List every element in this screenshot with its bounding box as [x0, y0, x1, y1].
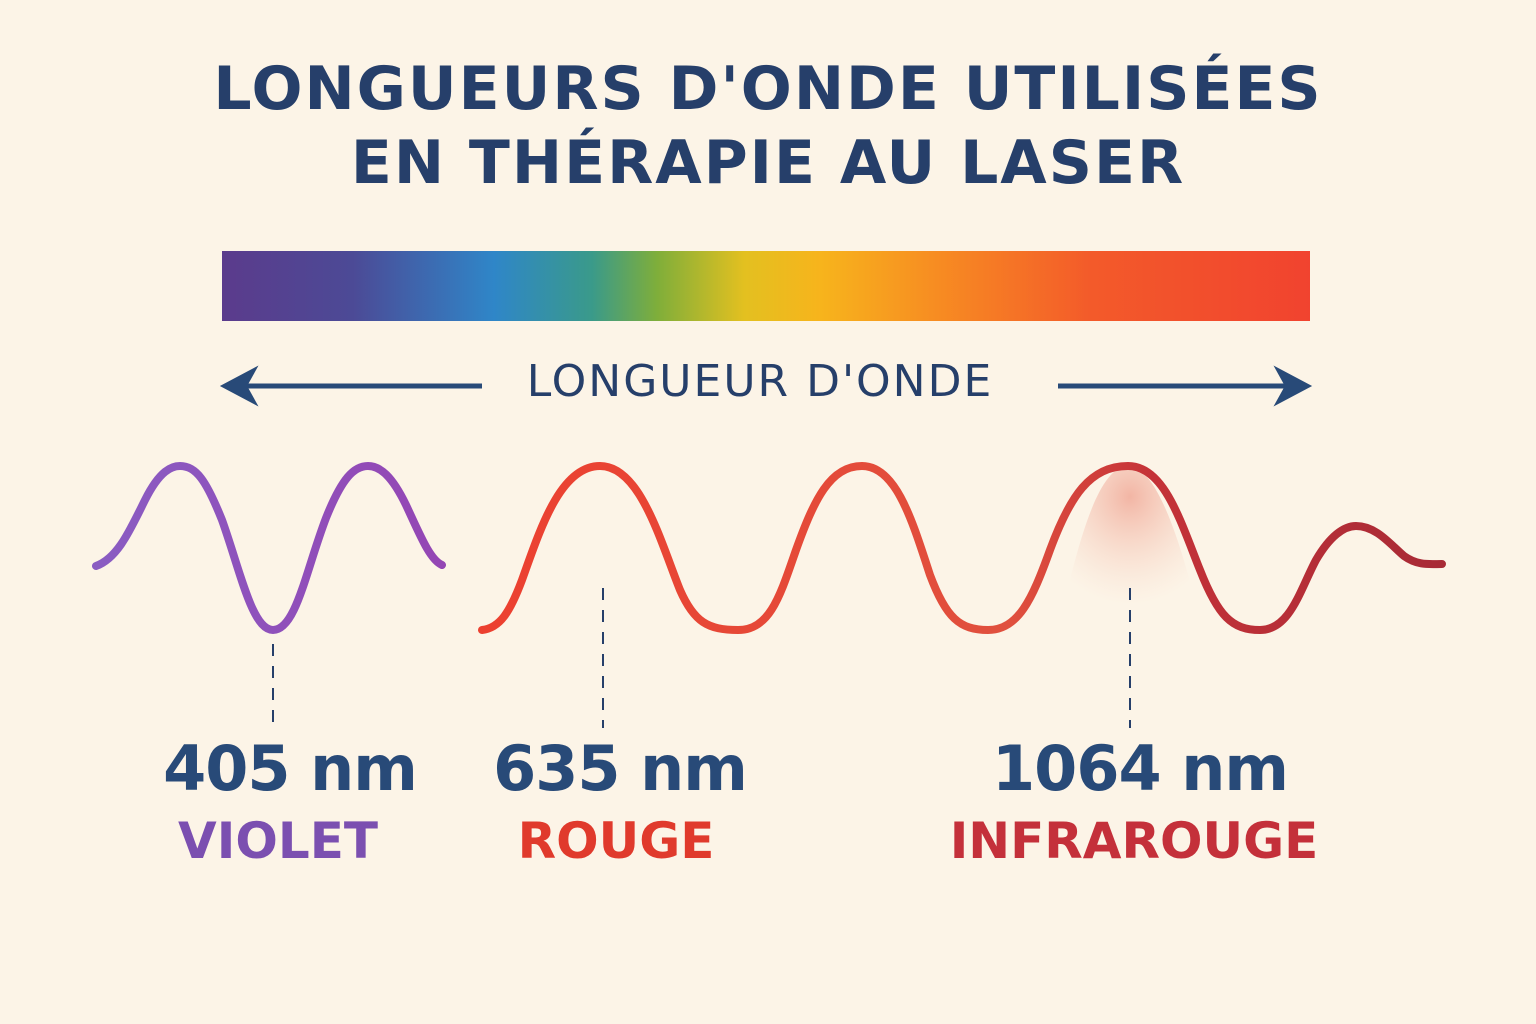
spectrum-gradient-bar	[222, 251, 1310, 321]
wavelength-635: 635 nm	[493, 732, 748, 805]
arrow-right-icon	[1058, 365, 1313, 407]
violet-wave	[92, 461, 446, 635]
axis-label: LONGUEUR D'ONDE	[526, 356, 994, 407]
wavelength-405: 405 nm	[163, 732, 418, 805]
infrared-glow	[1060, 466, 1200, 620]
wavelength-1064: 1064 nm	[992, 732, 1289, 805]
color-name-rouge: ROUGE	[517, 812, 715, 870]
color-name-infrarouge: INFRAROUGE	[949, 812, 1319, 870]
title-line-1: LONGUEURS D'ONDE UTILISÉES	[213, 54, 1323, 124]
color-name-violet: VIOLET	[178, 812, 378, 870]
red-infrared-wave	[478, 461, 1446, 635]
page-title: LONGUEURS D'ONDE UTILISÉES EN THÉRAPIE A…	[0, 52, 1536, 200]
arrow-left-icon	[219, 365, 482, 407]
title-line-2: EN THÉRAPIE AU LASER	[350, 128, 1186, 198]
